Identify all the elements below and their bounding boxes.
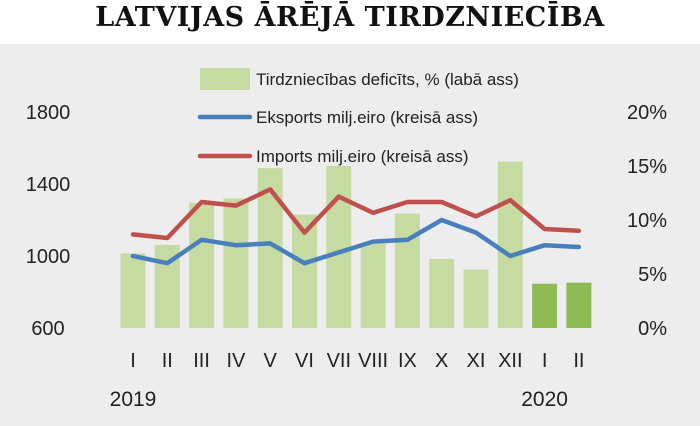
- left-tick-label: 600: [31, 318, 64, 340]
- exports-line: [130, 217, 582, 266]
- x-tick-label: IV: [226, 350, 246, 372]
- deficit-bar: [566, 282, 592, 328]
- x-tick-label: VI: [295, 350, 314, 372]
- year-label: 2020: [521, 388, 568, 411]
- x-tick-label: XI: [467, 350, 486, 372]
- right-tick-label: 5%: [638, 264, 667, 286]
- imports-line: [130, 187, 582, 241]
- x-tick-label: II: [573, 350, 584, 372]
- x-tick-label: X: [435, 350, 448, 372]
- deficit-bar: [532, 283, 558, 328]
- lines-layer: [130, 187, 582, 266]
- deficit-bar: [223, 198, 249, 328]
- legend-label: Imports milj.eiro (kreisā ass): [256, 147, 469, 166]
- x-tick-label: IX: [398, 350, 417, 372]
- x-tick-label: V: [264, 350, 278, 372]
- left-axis: 600 1000 1400 1800: [26, 102, 71, 340]
- right-axis: 0% 5% 10% 15% 20%: [627, 102, 667, 340]
- deficit-bar: [429, 258, 455, 328]
- deficit-bar: [360, 243, 386, 328]
- legend-swatch-deficit: [200, 68, 250, 90]
- x-tick-label: II: [162, 350, 173, 372]
- right-tick-label: 20%: [627, 102, 667, 124]
- legend: Tirdzniecības deficīts, % (labā ass) Eksp…: [197, 68, 519, 166]
- right-tick-label: 15%: [627, 156, 667, 178]
- deficit-bar: [497, 161, 523, 328]
- left-tick-label: 1400: [26, 174, 71, 196]
- x-tick-label: XII: [498, 350, 522, 372]
- deficit-bar: [463, 269, 489, 328]
- left-tick-label: 1000: [26, 246, 71, 268]
- right-tick-label: 10%: [627, 210, 667, 232]
- deficit-bar: [394, 213, 420, 328]
- deficit-bar: [120, 253, 146, 328]
- x-tick-label: VIII: [358, 350, 388, 372]
- x-tick-label: I: [542, 350, 548, 372]
- legend-label: Tirdzniecības deficīts, % (labā ass): [256, 70, 519, 89]
- left-tick-label: 1800: [26, 102, 71, 124]
- x-tick-label: III: [193, 350, 210, 372]
- x-tick-label: I: [130, 350, 136, 372]
- plot-area: 600 1000 1400 1800 0% 5% 10% 15% 20% I II III IV V V…: [0, 44, 700, 426]
- chart-title: LATVIJAS ĀRĒJĀ TIRDZNIECĪBA: [95, 2, 605, 33]
- right-tick-label: 0%: [638, 318, 667, 340]
- deficit-bar: [189, 202, 215, 328]
- deficit-bar: [326, 166, 352, 328]
- x-tick-label: VII: [327, 350, 351, 372]
- legend-label: Eksports milj.eiro (kreisā ass): [256, 108, 478, 127]
- year-label: 2019: [110, 388, 157, 411]
